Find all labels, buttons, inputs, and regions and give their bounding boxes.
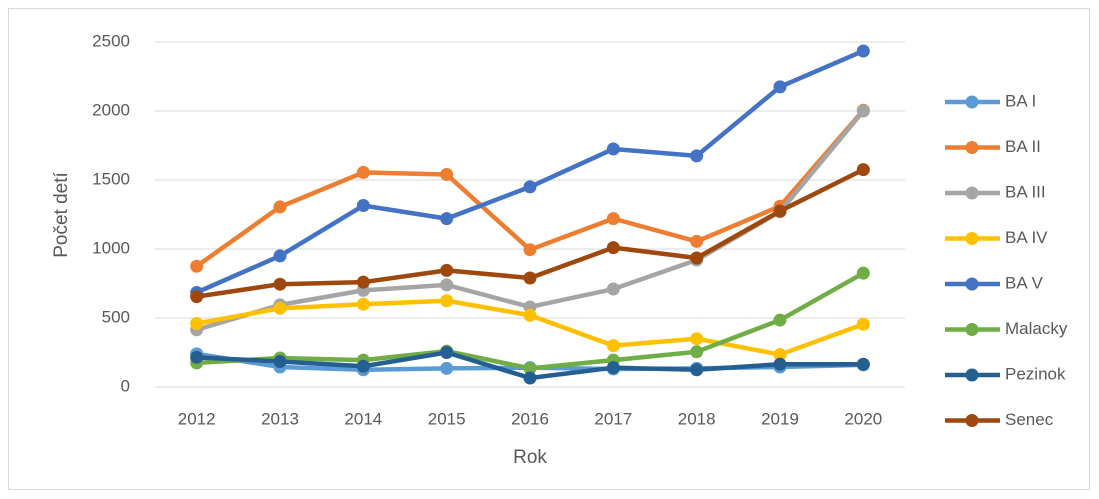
- data-point: [856, 266, 870, 280]
- data-point: [856, 163, 870, 177]
- data-point: [690, 363, 704, 377]
- legend-label: BA II: [1005, 137, 1041, 156]
- legend-label: Malacky: [1005, 319, 1068, 338]
- y-tick-label: 1500: [92, 169, 130, 188]
- data-point: [440, 361, 454, 375]
- legend-marker: [965, 232, 979, 245]
- x-tick-label: 2020: [844, 409, 882, 428]
- data-point: [190, 290, 204, 304]
- data-point: [273, 200, 287, 214]
- data-point: [440, 167, 454, 181]
- data-point: [690, 251, 704, 265]
- data-point: [356, 165, 370, 179]
- data-point: [190, 350, 204, 364]
- data-point: [690, 345, 704, 359]
- data-point: [190, 317, 204, 331]
- legend-marker: [965, 414, 979, 427]
- data-point: [356, 359, 370, 373]
- data-point: [523, 361, 537, 375]
- y-tick-label: 1000: [92, 238, 130, 257]
- data-point: [440, 263, 454, 277]
- legend-marker: [965, 277, 979, 291]
- data-point: [606, 241, 620, 255]
- data-point: [690, 234, 704, 248]
- legend-marker: [965, 141, 979, 154]
- legend-label: Pezinok: [1005, 364, 1066, 383]
- data-point: [523, 243, 537, 257]
- data-point: [440, 294, 454, 308]
- y-tick-label: 2000: [92, 100, 130, 119]
- data-point: [690, 332, 704, 346]
- data-point: [273, 249, 287, 263]
- data-point: [856, 357, 870, 371]
- data-point: [606, 282, 620, 296]
- legend-marker: [965, 368, 979, 382]
- x-axis-title: Rok: [513, 447, 547, 468]
- data-point: [606, 361, 620, 375]
- x-tick-label: 2019: [761, 409, 799, 428]
- legend-label: BA IV: [1005, 228, 1048, 247]
- data-point: [523, 271, 537, 285]
- data-point: [440, 212, 454, 226]
- data-point: [190, 259, 204, 273]
- data-point: [606, 339, 620, 353]
- data-point: [773, 80, 787, 94]
- y-tick-label: 0: [121, 376, 130, 395]
- y-tick-label: 500: [102, 307, 130, 326]
- data-point: [356, 275, 370, 289]
- x-tick-label: 2012: [178, 409, 216, 428]
- legend-marker: [965, 186, 979, 200]
- legend-label: BA V: [1005, 273, 1043, 292]
- x-tick-label: 2014: [344, 409, 382, 428]
- data-point: [523, 371, 537, 385]
- data-point: [773, 204, 787, 218]
- y-axis-title: Počet detí: [51, 172, 72, 258]
- legend-label: BA III: [1005, 182, 1046, 201]
- data-point: [273, 301, 287, 315]
- data-point: [690, 149, 704, 163]
- data-point: [856, 44, 870, 58]
- y-tick-label: 2500: [92, 31, 130, 50]
- data-point: [440, 278, 454, 292]
- x-tick-label: 2018: [678, 409, 716, 428]
- x-tick-label: 2013: [261, 409, 299, 428]
- data-point: [356, 199, 370, 213]
- data-point: [606, 142, 620, 156]
- data-point: [440, 346, 454, 359]
- data-point: [523, 180, 537, 194]
- data-point: [523, 308, 537, 322]
- data-point: [773, 313, 787, 327]
- data-point: [773, 348, 787, 362]
- legend-marker: [965, 95, 979, 109]
- legend-label: Senec: [1005, 410, 1054, 429]
- x-tick-label: 2015: [428, 409, 466, 428]
- legend-label: BA I: [1005, 91, 1036, 110]
- data-point: [773, 357, 787, 371]
- data-point: [273, 277, 287, 291]
- data-point: [606, 212, 620, 226]
- data-point: [856, 317, 870, 331]
- data-point: [356, 297, 370, 311]
- x-tick-label: 2016: [511, 409, 549, 428]
- x-tick-label: 2017: [594, 409, 632, 428]
- data-point: [273, 354, 287, 368]
- legend-marker: [965, 323, 979, 336]
- data-point: [856, 104, 870, 118]
